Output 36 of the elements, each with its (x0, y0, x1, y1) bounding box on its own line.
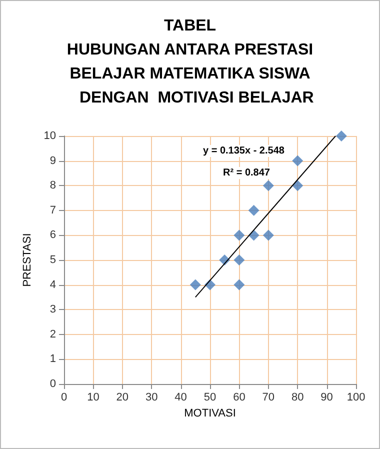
y-tick-label: 8 (50, 180, 56, 192)
y-tick-label: 4 (50, 278, 56, 291)
y-tick-label: 6 (50, 229, 56, 242)
y-tick-label: 1 (50, 353, 56, 366)
point (234, 230, 245, 241)
annotation: R² = 0.847 (223, 168, 270, 178)
x-tick-label: 0 (60, 392, 68, 404)
x-tick-label: 100 (346, 392, 366, 404)
point (292, 155, 304, 166)
y-tick-label: 3 (50, 304, 56, 316)
y-tick-label: 7 (50, 204, 56, 216)
point (336, 130, 347, 142)
y-tick-label: 2 (50, 328, 56, 340)
x-tick-label: 60 (233, 392, 246, 404)
point (190, 279, 201, 290)
x-tick-label: 40 (174, 392, 187, 404)
x-axis-title: MOTIVASI (184, 407, 236, 420)
x-tick-label: 90 (320, 392, 333, 404)
point (248, 204, 260, 216)
annotation: y = 0.135x - 2.548 (203, 146, 285, 156)
y-tick-label: 10 (44, 130, 56, 142)
x-tick-label: 20 (116, 392, 129, 404)
point (234, 254, 245, 266)
point (262, 180, 274, 192)
y-tick-label: 0 (50, 378, 56, 390)
chart-title: TABEL HUBUNGAN ANTARA PRESTASI BELAJAR MATEMATIKA SISWA DENGAN MOTIVASI BELAJAR (66, 18, 314, 106)
x-tick-label: 30 (145, 392, 158, 404)
x-tick-label: 10 (87, 392, 100, 404)
x-tick-label: 80 (291, 392, 304, 404)
y-axis-title: PRESTASI (21, 233, 34, 287)
point (262, 230, 274, 241)
x-tick-label: 70 (262, 392, 275, 404)
x-tick-label: 50 (204, 392, 216, 404)
y-tick-label: 5 (50, 254, 56, 266)
y-tick-label: 9 (50, 154, 56, 167)
point (234, 279, 245, 290)
